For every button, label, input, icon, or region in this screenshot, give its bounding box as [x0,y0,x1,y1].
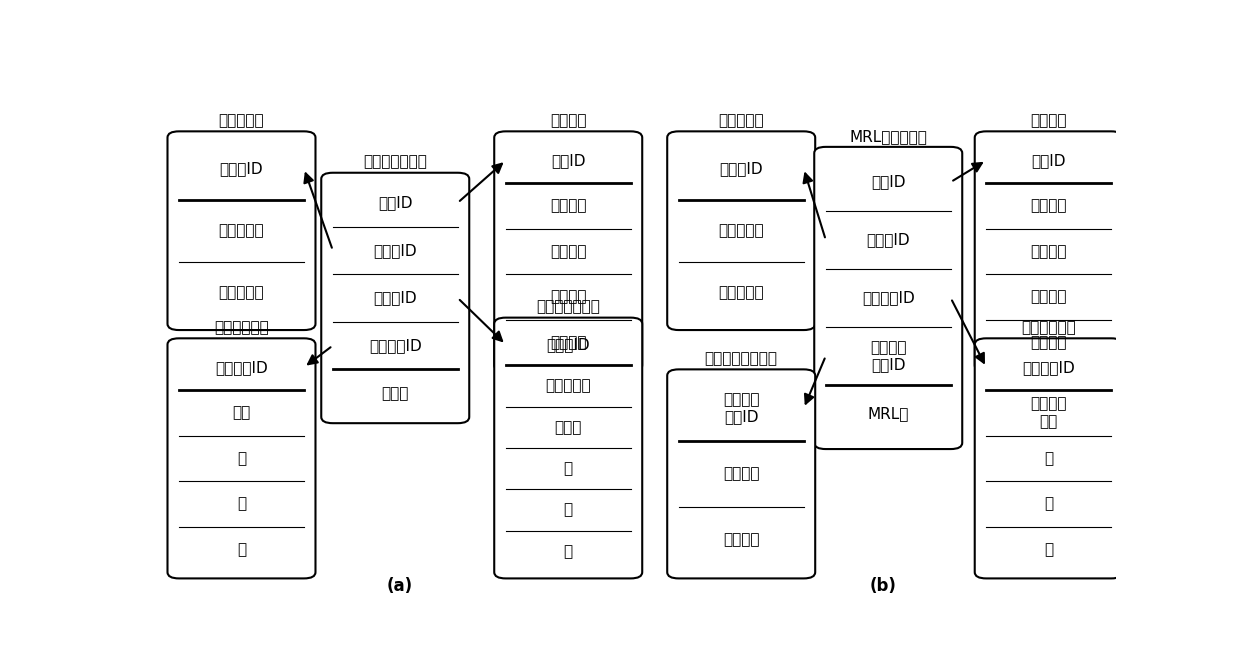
Text: 市: 市 [1044,497,1053,511]
Text: MRL値: MRL値 [868,407,909,421]
FancyBboxPatch shape [667,370,815,579]
Text: 农产品维表: 农产品维表 [718,114,764,128]
Text: 标准属地
名称: 标准属地 名称 [1030,396,1066,429]
Text: 日: 日 [237,542,246,557]
FancyBboxPatch shape [167,131,315,330]
Text: 农药名称: 农药名称 [1030,198,1066,214]
Text: 农药成分: 农药成分 [551,290,587,304]
Text: 标准有效时间维表: 标准有效时间维表 [704,351,777,366]
FancyBboxPatch shape [167,338,315,579]
Text: 采样时间ID: 采样时间ID [215,360,268,375]
Text: 农药ID: 农药ID [551,153,585,168]
FancyBboxPatch shape [975,131,1122,372]
Text: 农产品ID: 农产品ID [373,243,417,258]
Text: 标准有效
时间ID: 标准有效 时间ID [723,392,759,425]
Text: 农产品分类: 农产品分类 [218,286,264,300]
FancyBboxPatch shape [667,131,815,330]
Text: 农药毒性: 农药毒性 [1030,244,1066,259]
Text: 失效时间: 失效时间 [723,532,759,547]
Text: 时间: 时间 [232,405,250,421]
Text: 采样时间ID: 采样时间ID [368,338,422,353]
Text: 农产品ID: 农产品ID [867,233,910,247]
Text: MRL标准事实表: MRL标准事实表 [849,129,928,144]
FancyBboxPatch shape [815,147,962,449]
Text: 检出量: 检出量 [382,386,409,401]
FancyBboxPatch shape [495,131,642,372]
Text: 标准属地ID: 标准属地ID [1022,360,1075,375]
Text: 采样点ID: 采样点ID [373,290,417,306]
Text: 生效时间: 生效时间 [723,466,759,481]
Text: 农药成分: 农药成分 [1030,290,1066,304]
Text: 标准属地ID: 标准属地ID [862,290,915,306]
Text: 县: 县 [564,544,573,559]
Text: 省: 省 [564,461,573,476]
Text: 农药功效: 农药功效 [551,335,587,350]
Text: (a): (a) [387,577,413,595]
Text: 采样点名称: 采样点名称 [546,378,591,393]
FancyBboxPatch shape [495,318,642,579]
Text: (b): (b) [870,577,897,595]
Text: 农产品名称: 农产品名称 [718,223,764,238]
Text: 标准属地维表: 标准属地维表 [1022,321,1076,335]
Text: 农产品名称: 农产品名称 [218,223,264,238]
Text: 标准有效
时间ID: 标准有效 时间ID [870,340,906,372]
Text: 农产品分类: 农产品分类 [718,286,764,300]
Text: 市: 市 [564,503,573,517]
Text: 月: 月 [237,497,246,511]
Text: 采样点地域维表: 采样点地域维表 [536,300,600,314]
Text: 农药维表: 农药维表 [1030,114,1066,128]
Text: 农药毒性: 农药毒性 [551,244,587,259]
Text: 农药名称: 农药名称 [551,198,587,214]
Text: 农药功效: 农药功效 [1030,335,1066,350]
Text: 农产品ID: 农产品ID [219,161,263,176]
Text: 农产品ID: 农产品ID [719,161,763,176]
Text: 农药维表: 农药维表 [551,114,587,128]
Text: 县: 县 [1044,542,1053,557]
FancyBboxPatch shape [975,338,1122,579]
Text: 农产品维表: 农产品维表 [218,114,264,128]
Text: 采样点ID: 采样点ID [547,337,590,352]
Text: 农药ID: 农药ID [378,196,413,210]
Text: 采样时间维表: 采样时间维表 [215,321,269,335]
Text: 农药ID: 农药ID [870,175,905,190]
Text: 农药ID: 农药ID [1032,153,1066,168]
Text: 经纬度: 经纬度 [554,420,582,435]
FancyBboxPatch shape [321,173,469,423]
Text: 省: 省 [1044,451,1053,466]
Text: 年: 年 [237,451,246,466]
Text: 检测结果事实表: 检测结果事实表 [363,155,428,169]
